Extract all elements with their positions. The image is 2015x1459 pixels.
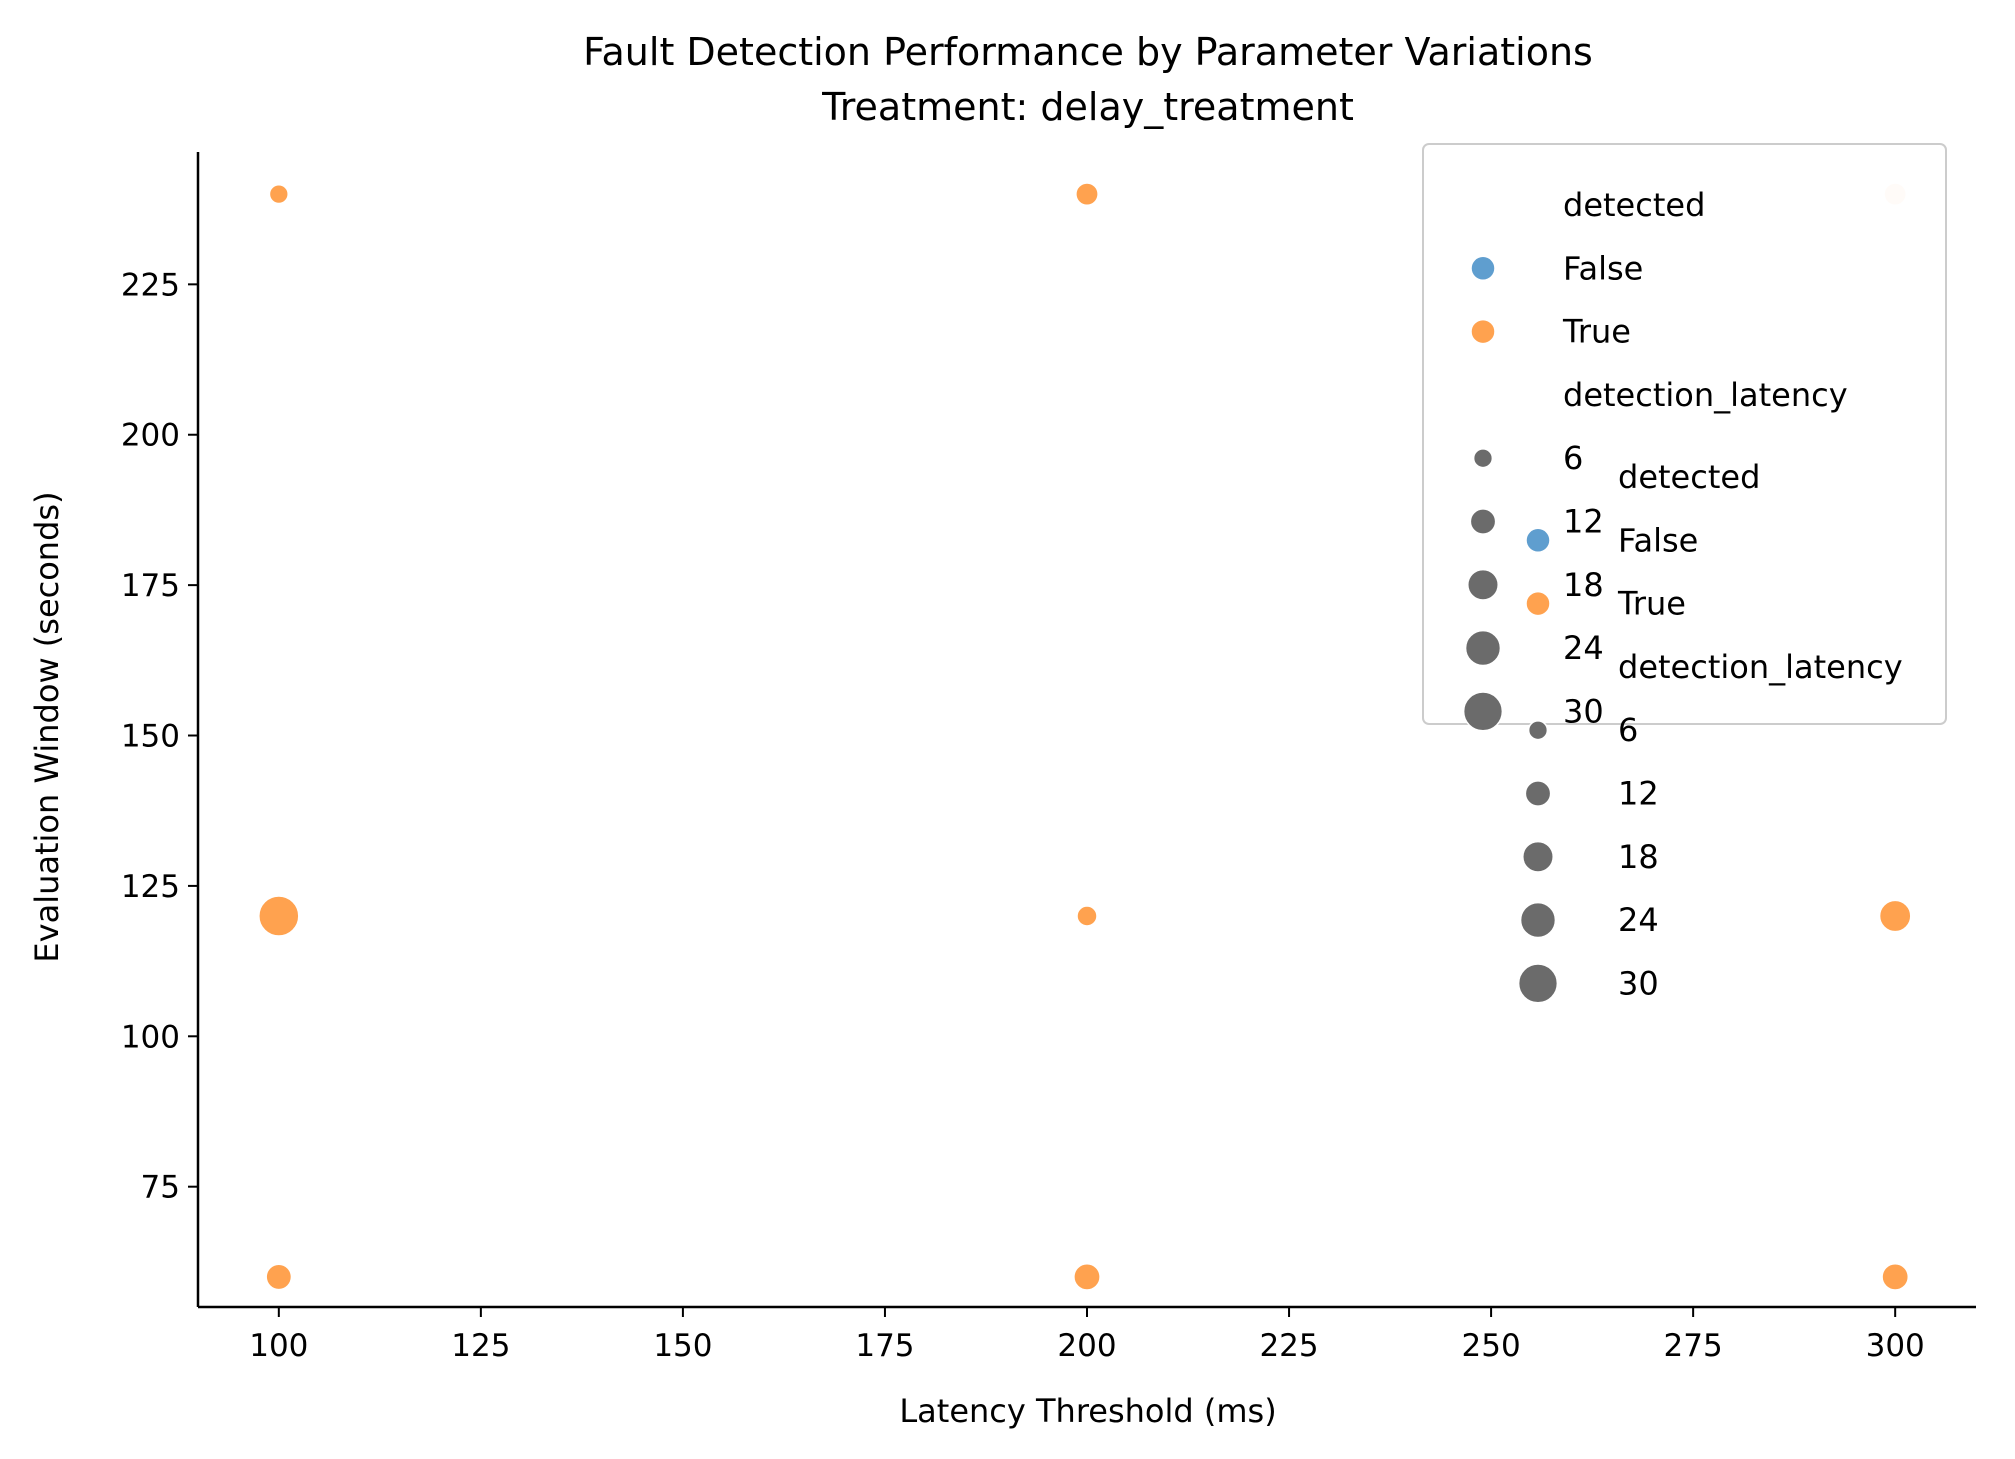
x-tick-label: 150 xyxy=(653,1328,712,1364)
legend-size-marker xyxy=(1527,720,1549,741)
data-point xyxy=(1878,899,1912,933)
legend-size-label: 12 xyxy=(1563,503,1604,541)
legend-color-marker xyxy=(1470,255,1496,282)
legend-size-label: 18 xyxy=(1563,566,1604,604)
legend-color-marker xyxy=(1525,590,1551,617)
x-tick-label: 225 xyxy=(1259,1328,1318,1364)
points-layer xyxy=(258,182,1912,1291)
y-tick-label: 150 xyxy=(121,719,180,755)
legend-size-marker xyxy=(1524,780,1552,807)
y-tick-label: 100 xyxy=(121,1019,180,1055)
legend-frame xyxy=(1422,143,1947,725)
legend-size-label: 6 xyxy=(1618,711,1638,749)
chart-subtitle: Treatment: delay_treatment xyxy=(821,85,1354,129)
legend-size-marker xyxy=(1522,840,1554,873)
legend-size-label: 6 xyxy=(1563,439,1583,477)
data-point xyxy=(268,183,289,205)
x-tick-label: 250 xyxy=(1462,1328,1521,1364)
y-tick-label: 125 xyxy=(121,869,180,905)
data-point xyxy=(265,1263,293,1291)
legend-size-label: 24 xyxy=(1563,629,1604,667)
data-point xyxy=(1881,1263,1910,1291)
x-tick-label: 100 xyxy=(249,1328,308,1364)
legend-primary: detected False True detection_latency 6 12 18 2… xyxy=(1422,143,1947,732)
legend-hue-title: detected xyxy=(1618,458,1760,496)
legend-hue-label: True xyxy=(1617,585,1686,623)
data-point xyxy=(1076,905,1098,927)
y-tick-label: 200 xyxy=(121,418,180,454)
legend-size-marker xyxy=(1467,568,1499,601)
legend-size-marker xyxy=(1517,963,1559,1004)
legend-size-marker xyxy=(1469,508,1497,535)
x-axis-label: Latency Threshold (ms) xyxy=(899,1392,1276,1430)
y-axis-label: Evaluation Window (seconds) xyxy=(28,491,66,962)
legend-size-title: detection_latency xyxy=(1618,648,1903,686)
chart-title: Fault Detection Performance by Parameter… xyxy=(583,30,1593,74)
data-point xyxy=(1075,182,1099,206)
legend-size-marker xyxy=(1464,629,1502,667)
x-tick-label: 300 xyxy=(1866,1328,1925,1364)
legend-size-marker xyxy=(1472,448,1494,469)
legend-size-marker xyxy=(1462,691,1504,732)
legend-secondary: detected False True detection_latency 6 12 18 2… xyxy=(1517,458,1903,1004)
legend-size-label: 12 xyxy=(1618,775,1659,813)
legend-hue-title: detected xyxy=(1563,186,1705,224)
x-tick-label: 175 xyxy=(855,1328,914,1364)
x-tick-label: 275 xyxy=(1664,1328,1723,1364)
legend-size-label: 24 xyxy=(1618,901,1659,939)
data-point xyxy=(258,895,300,937)
y-tick-label: 225 xyxy=(121,267,180,303)
axes-layer: 100 125 150 175 200 225 250 275 300 75 100 125 150 17… xyxy=(121,152,1976,1364)
x-tick-label: 200 xyxy=(1057,1328,1116,1364)
legend-size-label: 18 xyxy=(1618,838,1659,876)
legends-layer: detected False True detection_latency 6 12 18 2… xyxy=(1422,143,1947,1004)
y-tick-label: 75 xyxy=(141,1170,180,1206)
legend-hue-label: False xyxy=(1563,249,1643,287)
legend-color-marker xyxy=(1525,527,1551,554)
legend-hue-label: False xyxy=(1618,521,1698,559)
x-tick-label: 125 xyxy=(451,1328,510,1364)
legend-size-label: 30 xyxy=(1618,964,1659,1002)
legend-color-marker xyxy=(1470,318,1496,345)
legend-size-marker xyxy=(1519,901,1557,939)
data-point xyxy=(1073,1263,1101,1291)
y-tick-label: 175 xyxy=(121,568,180,604)
legend-size-title: detection_latency xyxy=(1563,376,1848,414)
legend-hue-label: True xyxy=(1562,313,1631,351)
legend-size-label: 30 xyxy=(1563,692,1604,730)
